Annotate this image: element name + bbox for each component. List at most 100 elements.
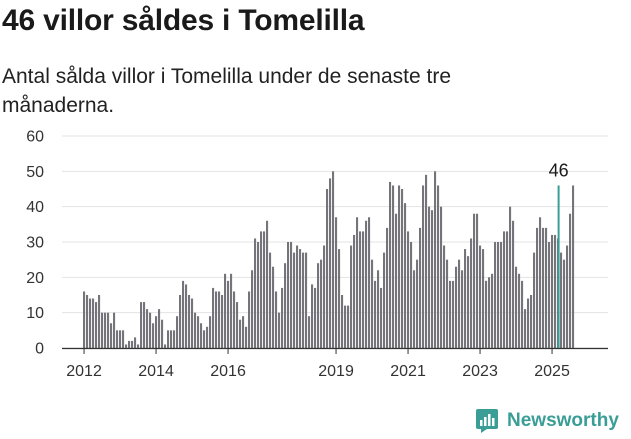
bar xyxy=(512,220,515,348)
bar xyxy=(449,280,452,348)
bar xyxy=(206,326,209,348)
y-tick-label: 60 xyxy=(26,129,44,146)
x-tick-label: 2014 xyxy=(138,363,174,380)
y-tick-label: 40 xyxy=(26,199,44,216)
x-tick-label: 2025 xyxy=(534,363,570,380)
bar xyxy=(221,295,224,348)
bar xyxy=(317,263,320,348)
bar xyxy=(89,298,92,348)
bar xyxy=(443,245,446,348)
brand-name: Newsworthy xyxy=(507,410,619,431)
bar xyxy=(296,245,299,348)
bar xyxy=(308,316,311,348)
bar xyxy=(521,280,524,348)
y-tick-label: 20 xyxy=(26,270,44,287)
bar xyxy=(500,242,503,348)
bar xyxy=(473,213,476,348)
bar xyxy=(344,305,347,348)
bar xyxy=(509,206,512,348)
bar xyxy=(188,295,191,348)
bar xyxy=(479,245,482,348)
bar xyxy=(230,273,233,348)
bar xyxy=(83,291,86,348)
bar xyxy=(371,259,374,348)
bar xyxy=(119,330,122,348)
bar xyxy=(470,238,473,348)
bar xyxy=(122,330,125,348)
bar xyxy=(227,280,230,348)
bar xyxy=(419,227,422,348)
bar xyxy=(359,231,362,348)
bar xyxy=(491,273,494,348)
bar xyxy=(179,295,182,348)
bar xyxy=(284,263,287,348)
bar xyxy=(464,249,467,348)
bar xyxy=(287,242,290,348)
bar xyxy=(392,185,395,348)
bar xyxy=(329,178,332,348)
bar xyxy=(155,316,158,348)
bar xyxy=(488,277,491,348)
bar xyxy=(191,298,194,348)
bar xyxy=(437,185,440,348)
newsworthy-brand[interactable]: Newsworthy xyxy=(475,405,619,437)
bar xyxy=(542,227,545,348)
bar xyxy=(269,252,272,348)
bar xyxy=(239,319,242,348)
bar xyxy=(347,305,350,348)
bar xyxy=(260,231,263,348)
bar-chart: 0 10 20 30 40 50 60 46 2012 2014 2016 2019 2021 2023 2… xyxy=(26,129,608,381)
bar xyxy=(503,231,506,348)
bar xyxy=(251,270,254,348)
bar xyxy=(536,227,539,348)
bar xyxy=(200,323,203,348)
bar xyxy=(560,252,563,348)
bar xyxy=(539,217,542,348)
bar xyxy=(140,302,143,348)
bar xyxy=(293,252,296,348)
bar xyxy=(266,220,269,348)
bar xyxy=(209,316,212,348)
bar xyxy=(569,213,572,348)
bar xyxy=(410,242,413,348)
bar xyxy=(350,245,353,348)
bar xyxy=(134,337,137,348)
bar xyxy=(314,287,317,348)
bar xyxy=(332,171,335,348)
x-tick-label: 2021 xyxy=(390,363,426,380)
bar xyxy=(467,256,470,348)
bar xyxy=(497,242,500,348)
bar xyxy=(101,312,104,348)
bar xyxy=(125,344,128,348)
bar xyxy=(416,259,419,348)
bar xyxy=(278,312,281,348)
bar xyxy=(563,259,566,348)
bar xyxy=(182,280,185,348)
bar xyxy=(386,227,389,348)
bar xyxy=(281,287,284,348)
bar xyxy=(242,316,245,348)
bar xyxy=(398,185,401,348)
bar xyxy=(461,270,464,348)
bar xyxy=(143,302,146,348)
bar xyxy=(368,217,371,348)
bar xyxy=(233,291,236,348)
bar xyxy=(515,266,518,348)
bar xyxy=(338,249,341,348)
bar xyxy=(257,242,260,348)
bar xyxy=(452,280,455,348)
y-tick-label: 0 xyxy=(35,341,44,358)
bar xyxy=(131,340,134,348)
bar xyxy=(518,273,521,348)
bar xyxy=(377,270,380,348)
page-title: 46 villor såldes i Tomelilla xyxy=(2,4,365,37)
bar xyxy=(203,330,206,348)
bar xyxy=(245,326,248,348)
bar xyxy=(272,266,275,348)
bar xyxy=(320,259,323,348)
bar xyxy=(572,185,575,348)
chart-labels: 0 10 20 30 40 50 60 46 2012 2014 2016 2019 2021 2023 2… xyxy=(26,129,570,381)
bar xyxy=(137,344,140,348)
bar xyxy=(185,284,188,348)
bar xyxy=(413,270,416,348)
